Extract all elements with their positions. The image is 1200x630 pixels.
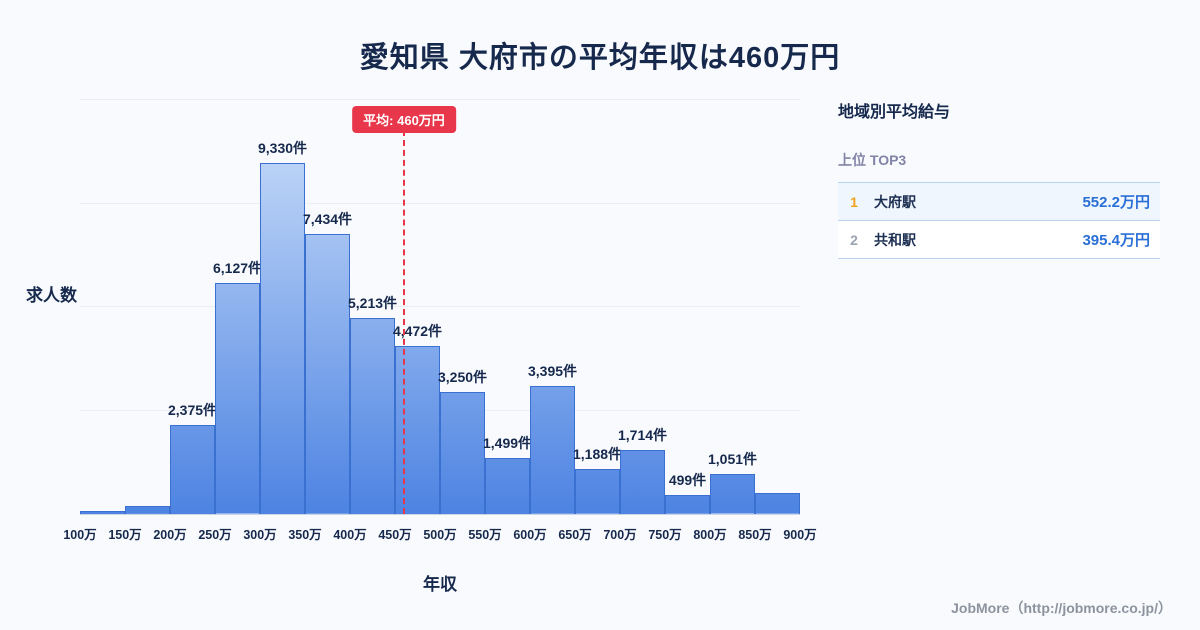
histogram-bars: 2,375件 6,127件 9,330件 7,434件 5,213件 4,472件 3,25… [80,100,800,514]
histogram-bar [440,391,485,514]
page-title: 愛知県 大府市の平均年収は460万円 [359,42,841,74]
panel-title: 地域別平均給与 [838,104,951,121]
ranking-row: 1 大府駅 552.2万円 [838,182,1160,221]
x-tick-label: 550万 [468,528,502,542]
gridline [80,306,800,307]
region-salary-panel: 地域別平均給与 上位 TOP3 1 大府駅 552.2万円 2 共和駅 395.4万円 [838,98,1160,259]
bar-value-label: 6,127件 [212,260,263,277]
average-line [403,130,405,514]
histogram-bar [215,283,260,514]
x-tick-label: 250万 [198,528,232,542]
x-tick-label: 800万 [693,528,727,542]
histogram-bar [530,386,575,514]
average-badge: 平均: 460万円 [352,106,456,133]
x-tick-label: 650万 [558,528,592,542]
histogram-bar [350,317,395,514]
station-name: 大府駅 [874,193,916,210]
salary-value: 395.4万円 [1082,232,1150,249]
histogram-bar [395,345,440,514]
bar-value-label: 1,188件 [572,446,623,463]
x-tick-label: 300万 [243,528,277,542]
station-name: 共和駅 [874,231,916,248]
footer-credit: JobMore（http://jobmore.co.jp/） [951,600,1172,616]
x-tick-label: 600万 [513,528,547,542]
bar-value-label: 1,714件 [617,426,668,443]
ranking-table: 1 大府駅 552.2万円 2 共和駅 395.4万円 [838,182,1160,259]
bar-value-label: 3,395件 [527,363,578,380]
x-axis-label: 年収 [423,575,457,594]
x-tick-label: 450万 [378,528,412,542]
histogram-bar [80,511,125,514]
bar-value-label: 9,330件 [257,139,308,156]
bar-value-label: 3,250件 [437,368,488,385]
histogram-bar [620,449,665,514]
y-axis-label: 求人数 [26,286,77,305]
x-tick-label: 700万 [603,528,637,542]
bar-value-label: 4,472件 [392,322,443,339]
rank-number: 1 [850,193,858,210]
x-tick-label: 100万 [63,528,97,542]
histogram-bar [755,493,800,514]
gridline [80,99,800,100]
histogram-bar [170,424,215,514]
x-tick-label: 850万 [738,528,772,542]
histogram-bar [575,469,620,514]
bar-value-label: 7,434件 [302,211,353,228]
ranking-row: 2 共和駅 395.4万円 [838,220,1160,259]
bar-value-label: 2,375件 [167,401,218,418]
histogram-plot-area: 2,375件 6,127件 9,330件 7,434件 5,213件 4,472件 3,25… [80,99,800,515]
histogram-bar [710,474,755,514]
bar-value-label: 5,213件 [347,294,398,311]
rank-number: 2 [850,231,858,248]
histogram-bar [125,506,170,514]
panel-subtitle: 上位 TOP3 [838,152,907,168]
histogram-bar [305,234,350,514]
histogram-bar [665,495,710,514]
x-tick-label: 500万 [423,528,457,542]
x-tick-label: 350万 [288,528,322,542]
histogram-bar [485,457,530,514]
bar-value-label: 1,051件 [707,451,758,468]
x-tick-label: 200万 [153,528,187,542]
x-axis-ticks: 100万 150万 200万 250万 300万 350万 400万 450万 500万 550万… [63,524,816,544]
bar-value-label: 499件 [668,472,707,489]
x-tick-label: 750万 [648,528,682,542]
x-tick-label: 400万 [333,528,367,542]
gridline [80,202,800,204]
x-tick-label: 900万 [783,528,817,542]
histogram-bar [260,162,305,514]
x-tick-label: 150万 [108,528,142,542]
salary-value: 552.2万円 [1082,194,1150,211]
bar-value-label: 1,499件 [482,434,533,451]
